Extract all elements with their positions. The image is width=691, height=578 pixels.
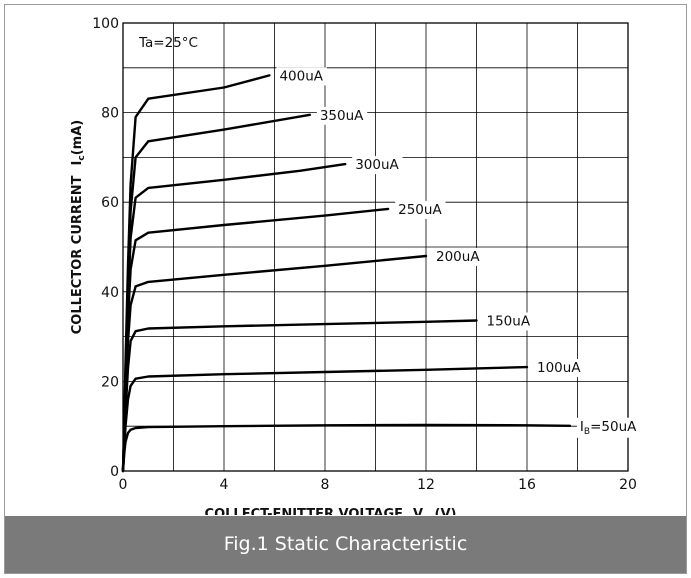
figure-caption: Fig.1 Static Characteristic xyxy=(5,516,686,573)
plot-area-border xyxy=(122,22,629,472)
x-axis-title-unit: (V) xyxy=(435,507,457,515)
temperature-condition: Ta=25°C xyxy=(138,35,198,51)
curve-label-background xyxy=(276,67,327,86)
x-tick-label: 8 xyxy=(321,477,330,493)
tick-labels: 0 4 8 12 16 20 0 20 40 60 80 100 xyxy=(92,16,637,493)
curve-150uA xyxy=(121,319,478,473)
curve-label: 300uA xyxy=(355,157,399,173)
curve-label: 100uA xyxy=(537,360,581,376)
curve-label-background xyxy=(576,417,641,438)
curve-label-background xyxy=(534,359,585,378)
y-tick-label: 20 xyxy=(101,374,119,390)
y-tick-label: 0 xyxy=(110,464,119,480)
curve-label: 150uA xyxy=(487,313,531,329)
curve-label-background xyxy=(433,247,484,266)
curve-label: 250uA xyxy=(398,202,442,218)
static-characteristic-chart: 0 4 8 12 16 20 0 20 40 60 80 100 IB=50uA 100uA 150uA 2… xyxy=(70,16,641,515)
curve-labels: IB=50uA 100uA 150uA 200uA 250uA 300uA 350uA 400… xyxy=(276,67,641,438)
curve-250uA xyxy=(121,207,390,473)
curve-label-background xyxy=(395,200,446,219)
curve-label-background xyxy=(316,106,368,125)
y-axis-title-unit: (mA) xyxy=(70,120,85,156)
curve-label: IB=50uA xyxy=(580,419,637,437)
curve-label: 350uA xyxy=(320,108,364,124)
x-tick-label: 16 xyxy=(518,477,536,493)
curve-label: 200uA xyxy=(436,249,480,265)
y-axis-title-subscript: c xyxy=(77,155,87,160)
y-tick-label: 100 xyxy=(92,16,119,32)
y-axis-title-main: COLLECTOR CURRENT xyxy=(70,175,85,334)
curve-IB=50uA xyxy=(121,423,572,473)
curve-400uA xyxy=(121,74,271,473)
figure-frame: 0 4 8 12 16 20 0 20 40 60 80 100 IB=50uA 100uA 150uA 2… xyxy=(4,4,687,574)
x-axis-title-main: COLLECT-ENITTER VOLTAGE xyxy=(205,507,403,515)
y-axis-title-symbol: I xyxy=(70,161,85,166)
curve-label-background xyxy=(483,312,534,331)
y-tick-label: 60 xyxy=(101,195,119,211)
x-axis-title-symbol: V xyxy=(413,507,423,515)
x-axis-title-subscript: ce xyxy=(423,514,434,515)
curve-label: 400uA xyxy=(279,68,323,84)
x-tick-label: 12 xyxy=(417,477,435,493)
x-tick-label: 4 xyxy=(220,477,229,493)
y-axis-title: COLLECTOR CURRENT Ic(mA) xyxy=(70,120,87,334)
curve-350uA xyxy=(121,113,312,473)
y-tick-label: 80 xyxy=(101,106,119,122)
curve-label-background xyxy=(352,156,403,175)
y-tick-label: 40 xyxy=(101,285,119,301)
x-tick-label: 0 xyxy=(119,477,128,493)
x-axis-title: COLLECT-ENITTER VOLTAGE Vce(V) xyxy=(205,507,457,515)
x-tick-label: 20 xyxy=(619,477,637,493)
curves xyxy=(121,74,572,473)
grid xyxy=(123,23,628,471)
